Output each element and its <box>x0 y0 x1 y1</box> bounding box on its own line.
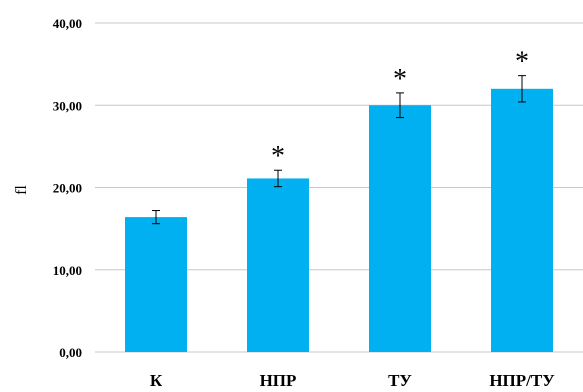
x-category-label: НПР <box>260 371 297 390</box>
x-category-label: ТУ <box>388 371 412 390</box>
error-bars <box>152 75 526 225</box>
bar <box>125 217 187 352</box>
x-category-label: К <box>150 371 163 390</box>
significance-star: * <box>393 64 407 95</box>
x-axis-categories: К НПР ТУ НПР/ТУ <box>150 371 555 390</box>
x-category-label: НПР/ТУ <box>489 371 555 390</box>
significance-star: * <box>515 47 529 78</box>
y-axis-ticks: 0,00 10,00 20,00 30,00 40,00 <box>53 16 82 360</box>
significance-markers: * * * <box>271 47 529 173</box>
significance-star: * <box>271 141 285 172</box>
bar <box>369 105 431 352</box>
y-tick-label: 30,00 <box>53 98 82 113</box>
y-tick-label: 0,00 <box>59 345 82 360</box>
y-tick-label: 40,00 <box>53 16 82 31</box>
bar <box>491 88 553 353</box>
y-tick-label: 20,00 <box>53 181 82 196</box>
bar <box>247 178 309 352</box>
y-axis-label: fl <box>13 185 30 195</box>
y-tick-label: 10,00 <box>53 263 82 278</box>
bars <box>125 88 553 353</box>
